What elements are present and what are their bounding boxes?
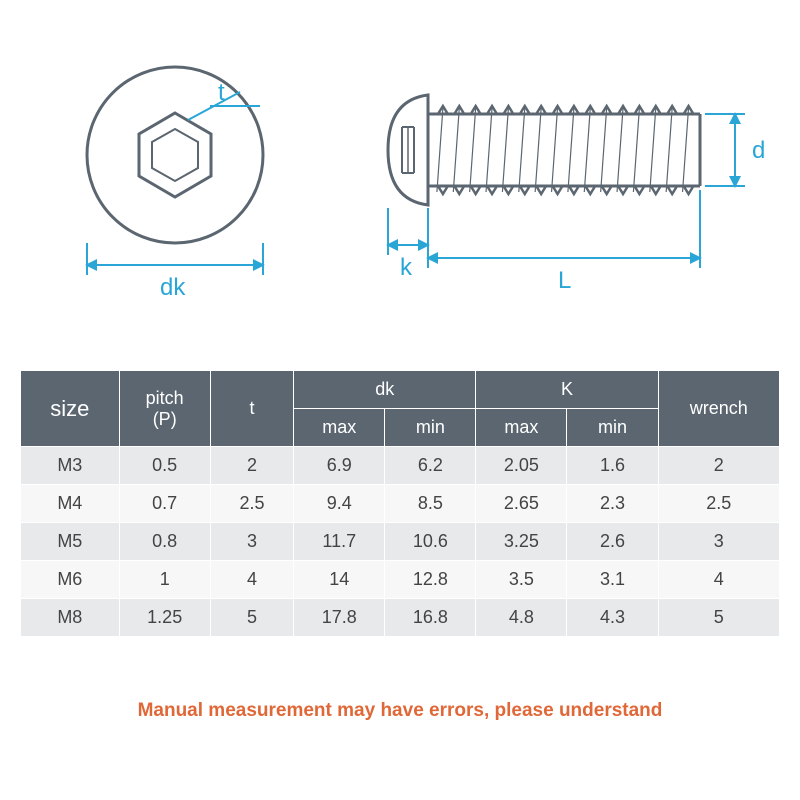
cell-size: M5 [21, 523, 120, 561]
diagram-svg: t dk d [0, 0, 800, 340]
col-pitch: pitch (P) [119, 371, 210, 447]
spec-table: size pitch (P) t dk K wrench max min max… [20, 370, 780, 637]
spec-table-wrapper: size pitch (P) t dk K wrench max min max… [20, 370, 780, 637]
cell-t: 3 [210, 523, 293, 561]
col-size: size [21, 371, 120, 447]
cell-wrench: 2.5 [658, 485, 779, 523]
cell-dk_max: 11.7 [294, 523, 385, 561]
pitch-l1: pitch [146, 388, 184, 408]
cell-pitch: 0.7 [119, 485, 210, 523]
cell-K_min: 2.3 [567, 485, 658, 523]
cell-pitch: 1 [119, 561, 210, 599]
cell-dk_max: 6.9 [294, 447, 385, 485]
cell-dk_min: 6.2 [385, 447, 476, 485]
label-t: t [218, 79, 225, 106]
cell-size: M4 [21, 485, 120, 523]
cell-t: 2.5 [210, 485, 293, 523]
cell-pitch: 1.25 [119, 599, 210, 637]
col-t: t [210, 371, 293, 447]
cell-size: M8 [21, 599, 120, 637]
cell-dk_min: 8.5 [385, 485, 476, 523]
col-wrench: wrench [658, 371, 779, 447]
cell-dk_min: 12.8 [385, 561, 476, 599]
label-dk: dk [160, 274, 186, 301]
technical-diagram: t dk d [0, 0, 800, 320]
footer-note: Manual measurement may have errors, plea… [0, 700, 800, 722]
col-K-min: min [567, 409, 658, 447]
cell-dk_max: 17.8 [294, 599, 385, 637]
cell-size: M6 [21, 561, 120, 599]
label-L: L [558, 267, 571, 294]
cell-K_max: 3.5 [476, 561, 567, 599]
cell-dk_max: 14 [294, 561, 385, 599]
col-dk: dk [294, 371, 476, 409]
side-view: d k L [388, 95, 765, 294]
cell-dk_max: 9.4 [294, 485, 385, 523]
cell-t: 5 [210, 599, 293, 637]
label-d: d [752, 137, 765, 164]
col-K: K [476, 371, 658, 409]
col-dk-max: max [294, 409, 385, 447]
cell-K_min: 4.3 [567, 599, 658, 637]
cell-K_min: 1.6 [567, 447, 658, 485]
cell-t: 2 [210, 447, 293, 485]
table-row: M6141412.83.53.14 [21, 561, 780, 599]
front-view: t dk [87, 67, 263, 301]
col-K-max: max [476, 409, 567, 447]
table-row: M81.25517.816.84.84.35 [21, 599, 780, 637]
cell-pitch: 0.5 [119, 447, 210, 485]
table-row: M30.526.96.22.051.62 [21, 447, 780, 485]
table-header: size pitch (P) t dk K wrench max min max… [21, 371, 780, 447]
cell-dk_min: 16.8 [385, 599, 476, 637]
cell-wrench: 2 [658, 447, 779, 485]
cell-K_max: 3.25 [476, 523, 567, 561]
cell-K_min: 2.6 [567, 523, 658, 561]
table-row: M40.72.59.48.52.652.32.5 [21, 485, 780, 523]
cell-size: M3 [21, 447, 120, 485]
cell-K_min: 3.1 [567, 561, 658, 599]
label-k: k [400, 254, 413, 281]
cell-wrench: 3 [658, 523, 779, 561]
cell-K_max: 2.65 [476, 485, 567, 523]
cell-t: 4 [210, 561, 293, 599]
pitch-l2: (P) [153, 409, 177, 429]
table-body: M30.526.96.22.051.62M40.72.59.48.52.652.… [21, 447, 780, 637]
cell-K_max: 2.05 [476, 447, 567, 485]
cell-wrench: 5 [658, 599, 779, 637]
cell-wrench: 4 [658, 561, 779, 599]
col-dk-min: min [385, 409, 476, 447]
cell-pitch: 0.8 [119, 523, 210, 561]
cell-K_max: 4.8 [476, 599, 567, 637]
table-row: M50.8311.710.63.252.63 [21, 523, 780, 561]
cell-dk_min: 10.6 [385, 523, 476, 561]
